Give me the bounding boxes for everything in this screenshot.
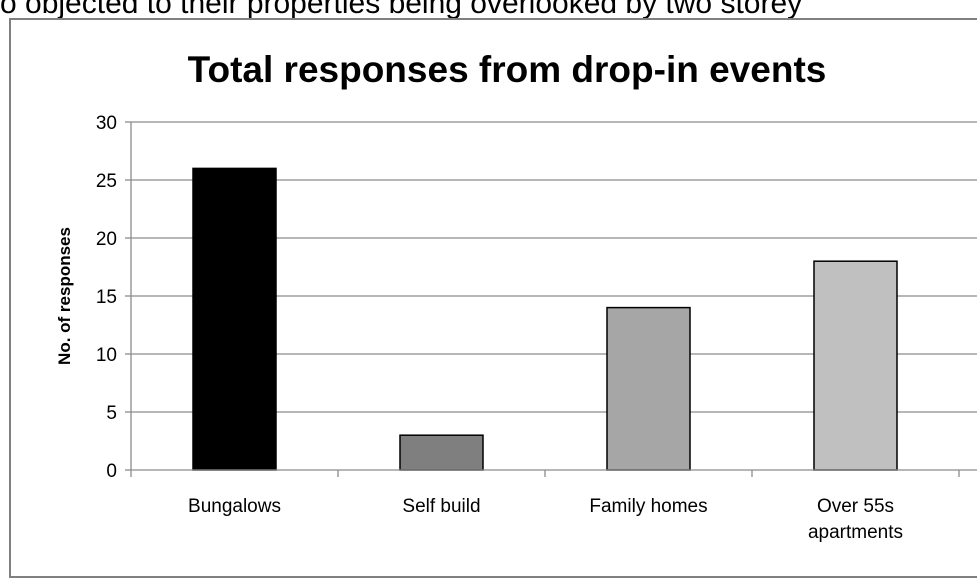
bar-over-55s-apartments [814,261,897,470]
x-tick-label: Family homes [589,496,707,517]
chart-title: Total responses from drop-in events [188,49,827,90]
x-tick-labels: Bungalows Self build Family homes Over 55s a… [188,496,903,543]
y-tick-label: 10 [96,345,117,366]
y-tick-label: 25 [96,171,117,192]
bars [193,168,897,470]
x-tick-label: Self build [402,496,480,517]
y-tick-label: 20 [96,229,117,250]
bar-family-homes [607,308,690,470]
y-tick-labels: 0 5 10 15 20 25 30 [96,113,131,482]
y-tick-label: 0 [106,461,117,482]
x-tick-label: Bungalows [188,496,281,517]
y-tick-label: 5 [106,403,117,424]
bar-chart: Total responses from drop-in events No. … [0,0,977,561]
y-tick-label: 15 [96,287,117,308]
x-tick-label: Over 55s apartments [808,496,903,543]
bar-self-build [400,435,483,470]
y-axis-label: No. of responses [55,227,74,365]
bar-bungalows [193,168,276,470]
y-tick-label: 30 [96,113,117,134]
